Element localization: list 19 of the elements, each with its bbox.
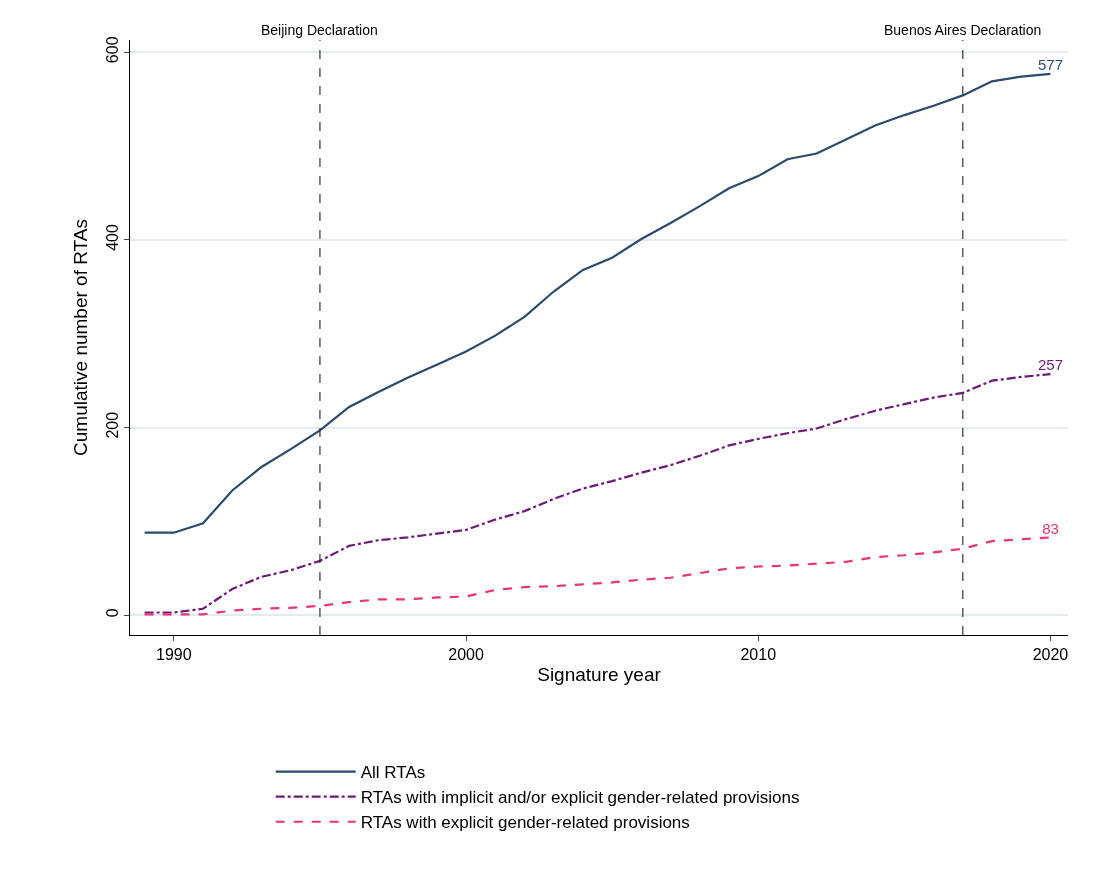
y-tick-label: 200 <box>103 411 121 439</box>
line-series <box>143 536 1052 616</box>
y-tick-label: 0 <box>103 608 121 618</box>
data-label: 83 <box>1042 519 1059 537</box>
x-tick-label: 2000 <box>448 646 484 664</box>
ref-line-label: Beijing Declaration <box>261 22 378 38</box>
x-axis-title: Signature year <box>537 664 662 685</box>
y-tick-label: 600 <box>103 36 121 64</box>
legend-label: RTAs with implicit and/or explicit gender-related provisions <box>360 788 800 808</box>
ref-line-label: Buenos Aires Declaration <box>884 22 1042 38</box>
legend-label: RTAs with explicit gender-related provisions <box>360 813 690 833</box>
x-tick-label: 2020 <box>1032 646 1069 664</box>
data-label: 577 <box>1037 56 1063 74</box>
data-label: 257 <box>1037 356 1063 374</box>
y-tick-label: 400 <box>103 224 121 251</box>
y-axis-title: Cumulative number of RTAs <box>70 219 92 456</box>
x-tick-label: 2010 <box>740 646 777 664</box>
legend-label: All RTAs <box>360 763 426 783</box>
x-tick-label: 1990 <box>156 646 192 664</box>
